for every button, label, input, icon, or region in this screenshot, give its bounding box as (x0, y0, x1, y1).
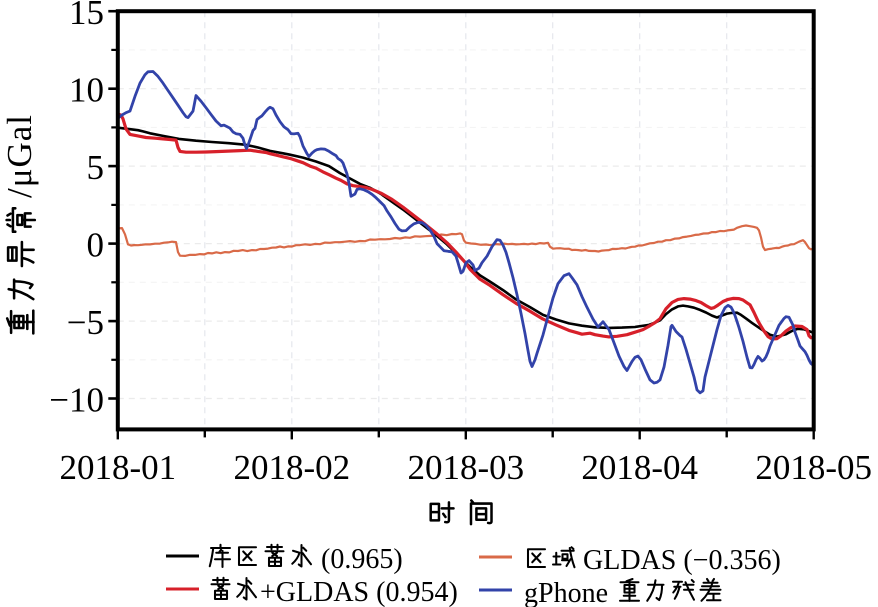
svg-text:(0.965): (0.965) (321, 544, 403, 575)
svg-text:−5: −5 (67, 303, 104, 342)
svg-text:2018-02: 2018-02 (233, 448, 350, 487)
svg-text:2018-05: 2018-05 (755, 448, 872, 487)
svg-text:2018-01: 2018-01 (59, 448, 176, 487)
svg-text:−10: −10 (49, 381, 104, 420)
svg-text:/μGal: /μGal (0, 114, 39, 198)
svg-text:0: 0 (87, 226, 105, 265)
svg-text:+GLDAS (0.954): +GLDAS (0.954) (260, 577, 458, 607)
svg-text:2018-03: 2018-03 (407, 448, 524, 487)
svg-text:2018-04: 2018-04 (581, 448, 698, 487)
svg-text:5: 5 (87, 148, 105, 187)
svg-text:10: 10 (69, 71, 104, 110)
svg-text:GLDAS (−0.356): GLDAS (−0.356) (583, 545, 781, 576)
svg-text:gPhone: gPhone (524, 578, 608, 607)
svg-text:15: 15 (69, 0, 104, 32)
